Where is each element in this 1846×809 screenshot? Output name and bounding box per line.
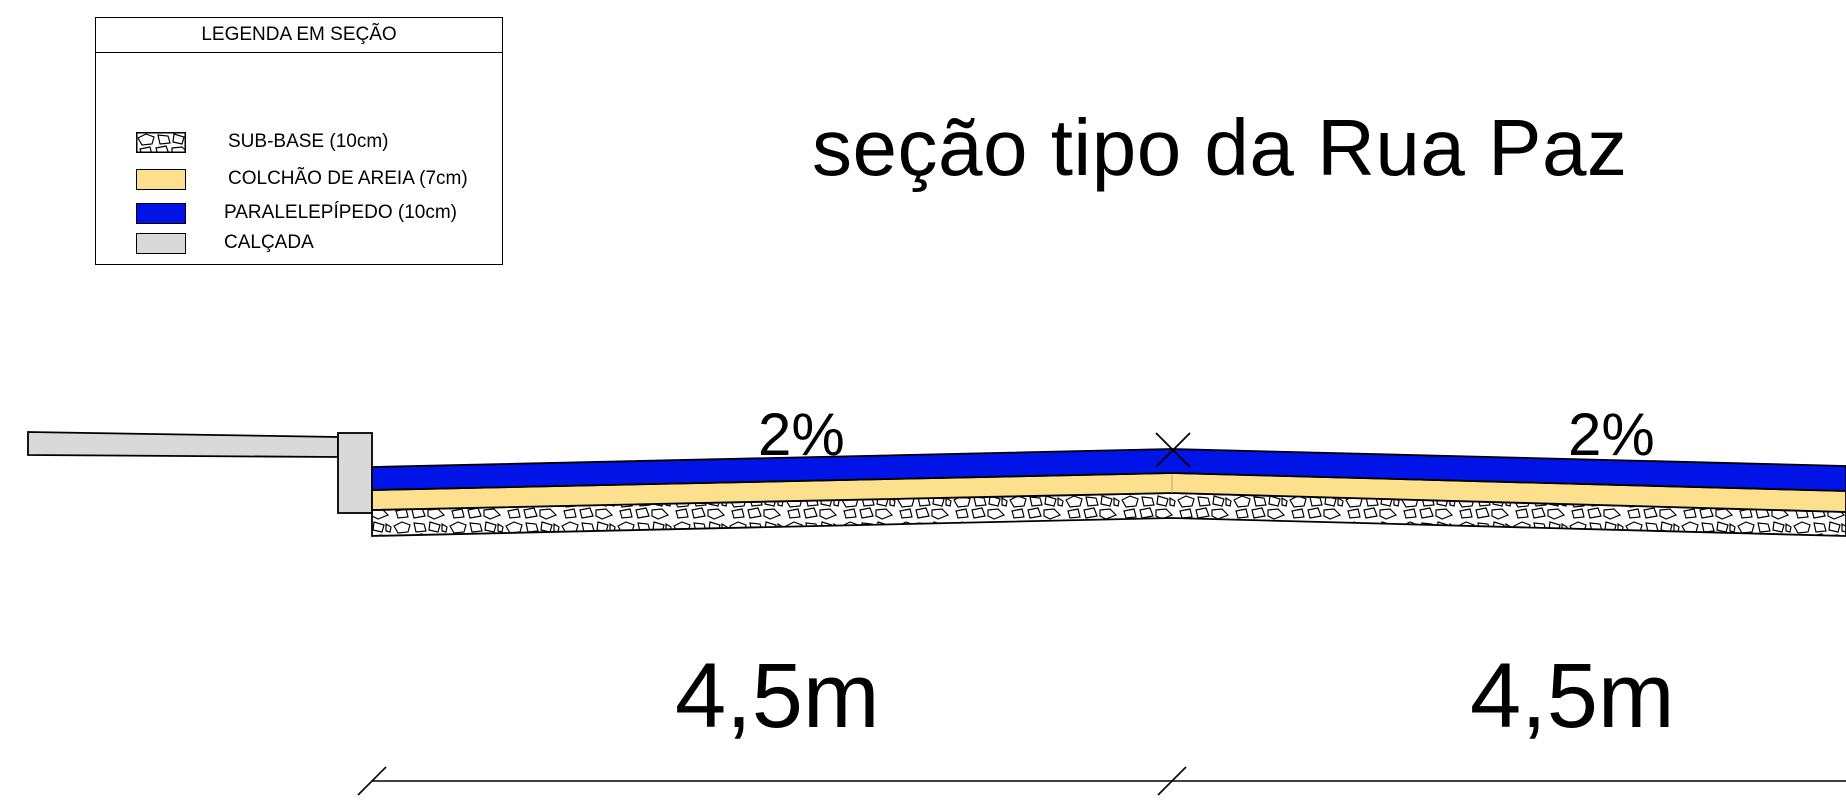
dimension-label-right: 4,5m xyxy=(1470,645,1675,747)
legend-item-sidewalk: CALÇADA xyxy=(136,231,314,255)
legend-title: LEGENDA EM SEÇÃO xyxy=(96,18,502,53)
slope-label-left: 2% xyxy=(758,401,845,468)
legend-box: LEGENDA EM SEÇÃO SUB-BASE (10cm) COLCHÃO… xyxy=(95,17,503,265)
legend-item-sand: COLCHÃO DE AREIA (7cm) xyxy=(136,167,468,191)
legend-label: CALÇADA xyxy=(224,232,314,253)
slope-label-right: 2% xyxy=(1568,401,1655,468)
sidewalk xyxy=(27,431,373,514)
legend-label: PARALELEPÍPEDO (10cm) xyxy=(224,202,458,223)
dimension-line xyxy=(357,766,1846,796)
legend-item-paver: PARALELEPÍPEDO (10cm) xyxy=(136,201,457,225)
legend-label: SUB-BASE (10cm) xyxy=(228,131,389,152)
dimension-label-left: 4,5m xyxy=(675,645,880,747)
sand-swatch xyxy=(136,168,186,190)
legend-label: COLCHÃO DE AREIA (7cm) xyxy=(228,168,468,189)
sidewalk-swatch xyxy=(136,232,186,254)
page-title: seção tipo da Rua Paz xyxy=(812,103,1628,192)
sub-base-swatch xyxy=(136,131,186,153)
paver-swatch xyxy=(136,202,186,224)
crown-marker xyxy=(1155,432,1191,468)
legend-item-sub-base: SUB-BASE (10cm) xyxy=(136,130,388,154)
